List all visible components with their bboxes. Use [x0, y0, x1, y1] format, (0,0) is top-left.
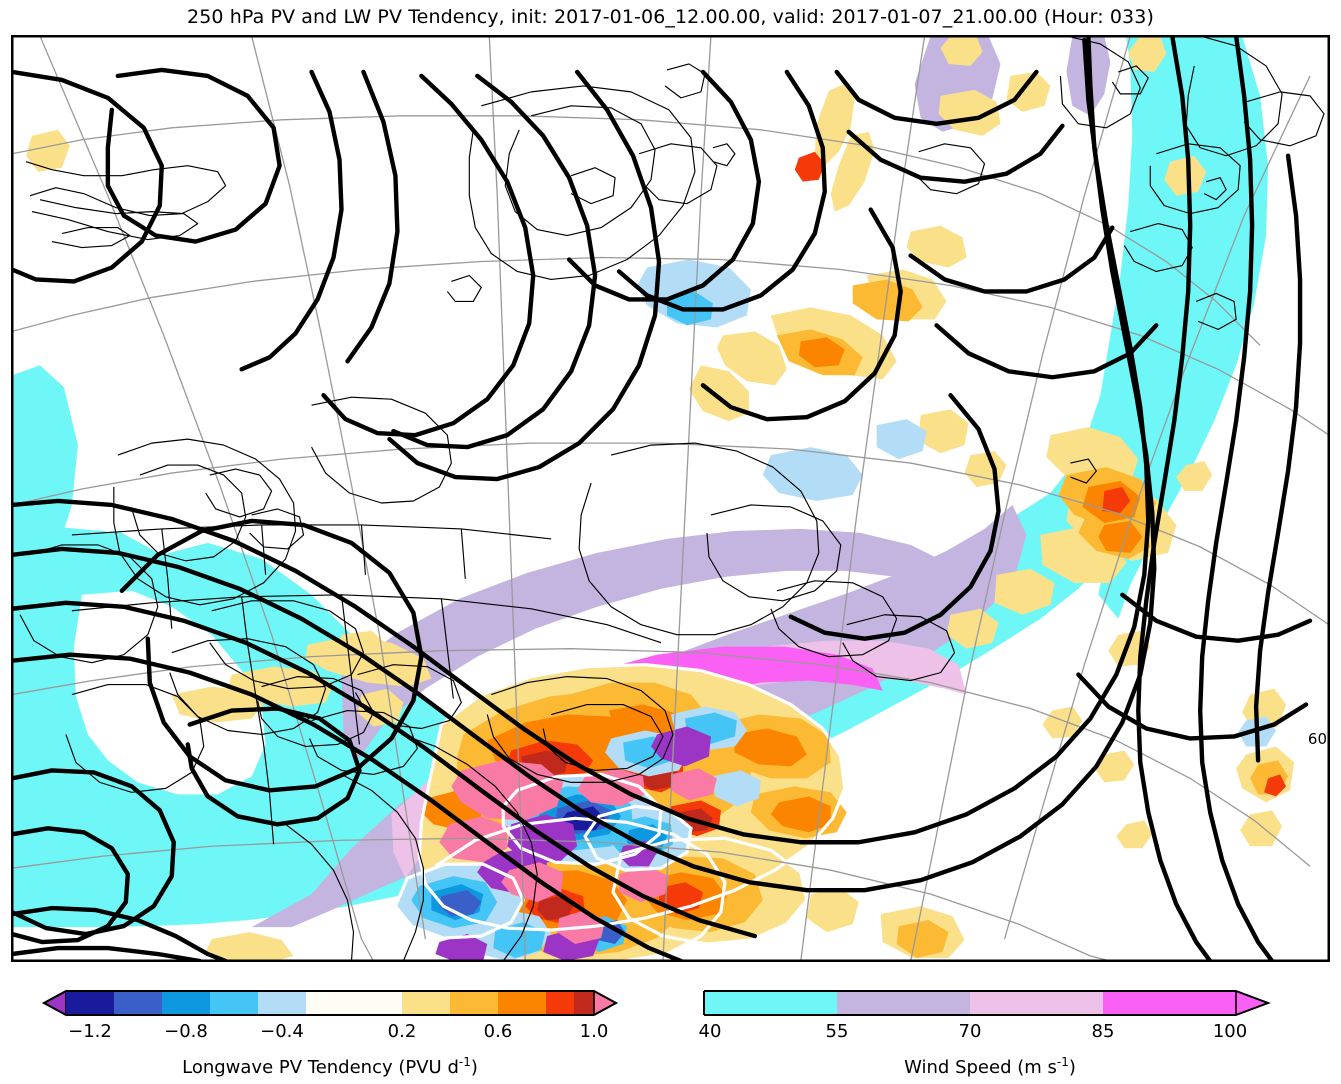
colorbar-pv-label-exponent: -1 — [458, 1055, 471, 1069]
colorbar-pv-swatches[interactable] — [40, 988, 620, 1018]
colorbar-pv-label: Longwave PV Tendency (PVU d-1) — [40, 1050, 620, 1080]
cbar-pv-seg-4 — [258, 991, 306, 1015]
map-gridlines — [12, 36, 1329, 961]
cbar-pv-seg-6 — [402, 991, 450, 1015]
colorbar-ws-label-pre: Wind Speed (m s — [904, 1057, 1057, 1078]
pv-contours — [12, 36, 1313, 961]
map-axes[interactable]: 60 — [11, 35, 1330, 962]
cbar-pv-tick-0: −1.2 — [68, 1021, 112, 1042]
colorbar-ws-over-arrow — [1235, 989, 1271, 1017]
cbar-pv-tick-2: −0.4 — [260, 1021, 304, 1042]
colorbar-pv-ticks: −1.2 −0.8 −0.4 0.2 0.6 1.0 — [40, 1020, 620, 1046]
cbar-ws-tick-3: 85 — [1091, 1021, 1115, 1042]
cbar-pv-tick-1: −0.8 — [164, 1021, 208, 1042]
cbar-pv-seg-10 — [574, 991, 594, 1015]
colorbar-ws-label-post: ) — [1068, 1057, 1076, 1078]
cbar-ws-seg-1 — [837, 991, 970, 1015]
colorbar-ws-label-exponent: -1 — [1056, 1055, 1069, 1069]
colorbar-ws-ticks: 40 55 70 85 100 — [698, 1020, 1280, 1046]
gridline-label-60: 60 — [1307, 730, 1327, 748]
cbar-ws-seg-3 — [1103, 991, 1236, 1015]
cbar-pv-seg-9 — [546, 991, 574, 1015]
colorbar-pv-label-post: ) — [470, 1057, 478, 1078]
coastlines — [19, 36, 1325, 961]
cbar-pv-seg-0 — [66, 991, 114, 1015]
colorbar-ws-swatches[interactable] — [700, 988, 1280, 1018]
cbar-pv-tick-5: 1.0 — [579, 1021, 609, 1042]
cbar-ws-tick-1: 55 — [825, 1021, 849, 1042]
map-plot-area[interactable] — [12, 36, 1329, 961]
cbar-pv-seg-5 — [306, 991, 402, 1015]
cbar-ws-seg-0 — [704, 991, 837, 1015]
cbar-pv-tick-4: 0.6 — [483, 1021, 513, 1042]
colorbar-pv-label-pre: Longwave PV Tendency (PVU d — [182, 1057, 459, 1078]
cbar-pv-tick-3: 0.2 — [387, 1021, 417, 1042]
colorbar-pv-over-arrow — [593, 989, 618, 1017]
cbar-ws-tick-4: 100 — [1212, 1021, 1248, 1042]
cbar-ws-tick-2: 70 — [958, 1021, 982, 1042]
colorbar-wind-speed[interactable]: 40 55 70 85 100 Wind Speed (m s-1) — [698, 988, 1280, 1080]
colorbar-ws-label: Wind Speed (m s-1) — [700, 1050, 1280, 1080]
cbar-ws-seg-2 — [970, 991, 1103, 1015]
cbar-pv-seg-3 — [210, 991, 258, 1015]
cbar-pv-seg-1 — [114, 991, 162, 1015]
cbar-pv-seg-8 — [498, 991, 546, 1015]
cbar-pv-seg-7 — [450, 991, 498, 1015]
cbar-pv-seg-2 — [162, 991, 210, 1015]
colorbar-pv-tendency[interactable]: −1.2 −0.8 −0.4 0.2 0.6 1.0 Longwave PV T… — [40, 988, 620, 1080]
figure-title: 250 hPa PV and LW PV Tendency, init: 201… — [187, 6, 1154, 28]
colorbar-pv-under-arrow — [42, 989, 67, 1017]
cbar-ws-tick-0: 40 — [698, 1021, 722, 1042]
